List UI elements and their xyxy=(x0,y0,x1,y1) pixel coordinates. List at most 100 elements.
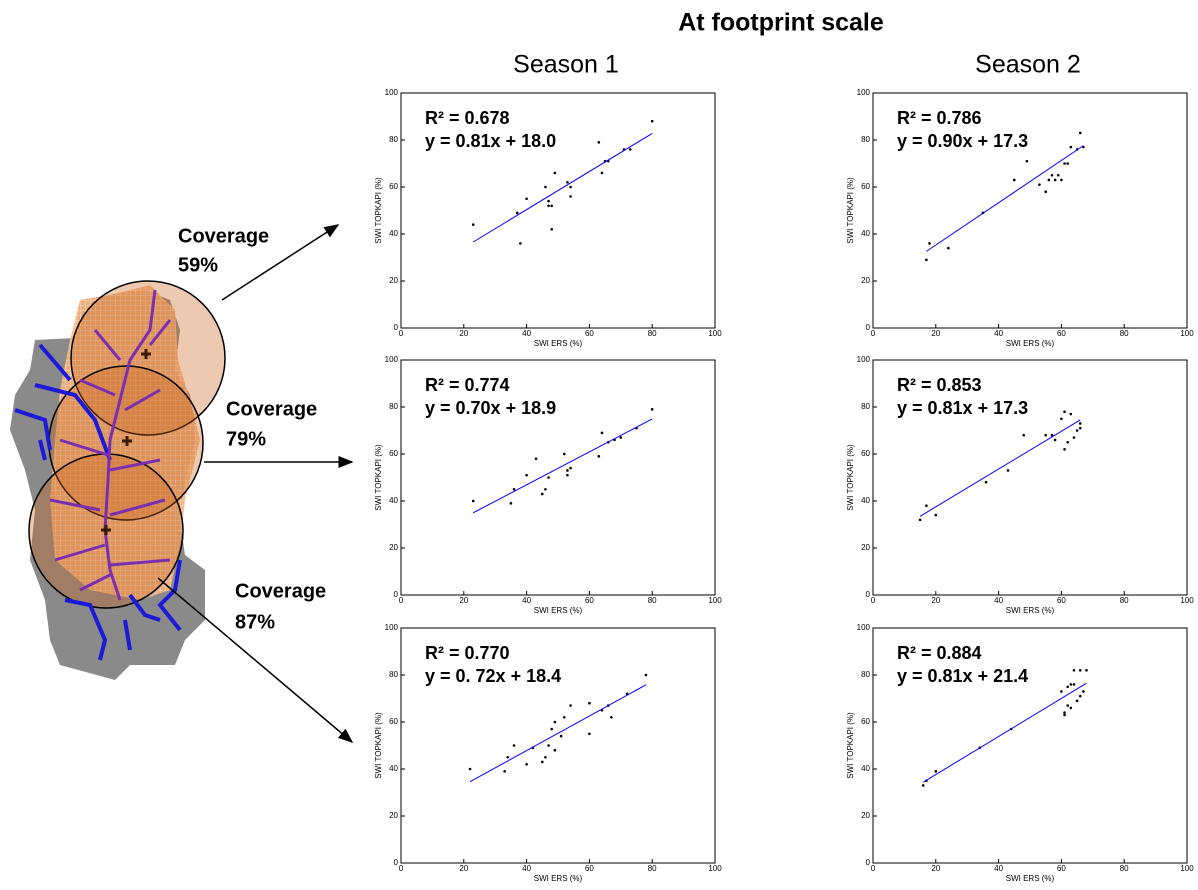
point xyxy=(947,246,950,250)
point xyxy=(1085,669,1088,672)
point xyxy=(506,755,510,759)
point xyxy=(1069,706,1073,710)
x-tick-label: 60 xyxy=(585,329,594,338)
point xyxy=(1072,669,1076,672)
x-tick-label: 60 xyxy=(1057,864,1066,873)
point xyxy=(566,473,569,477)
x-tick-label: 0 xyxy=(871,864,876,873)
y-tick-label: 60 xyxy=(861,449,870,458)
point xyxy=(1053,438,1057,442)
point xyxy=(503,770,506,773)
scatter-chart: 0 20 40 60 80 100 0 20 40 60 80 100 SWI ERS (%) SWI T… xyxy=(374,88,722,348)
y-axis-label: SWI TOPKAPI (%) xyxy=(374,444,383,511)
x-tick-label: 80 xyxy=(648,596,657,605)
point xyxy=(1063,713,1066,717)
fit-line xyxy=(926,145,1084,252)
point xyxy=(1063,448,1066,451)
point xyxy=(1082,690,1085,693)
point xyxy=(1013,178,1016,182)
plot-frame xyxy=(872,359,1188,596)
point xyxy=(1063,711,1066,714)
coverage-value: 79% xyxy=(226,428,266,450)
point xyxy=(544,755,547,759)
annotation: R² = 0.786 xyxy=(897,108,982,128)
plot-frame xyxy=(400,359,716,596)
scatter-chart: 0 20 40 60 80 100 0 20 40 60 80 100 SWI ERS (%) SWI T… xyxy=(846,623,1194,883)
y-axis-label: SWI TOPKAPI (%) xyxy=(846,177,855,244)
point xyxy=(519,242,522,245)
y-tick-label: 0 xyxy=(866,323,871,332)
point xyxy=(1060,417,1063,421)
y-tick-label: 40 xyxy=(861,496,870,505)
point xyxy=(1060,690,1063,693)
annotation: y = 0.81x + 21.4 xyxy=(897,666,1028,686)
point xyxy=(1066,704,1069,707)
annotation: y = 0.70x + 18.9 xyxy=(425,398,556,418)
coverage-value: 87% xyxy=(235,611,275,633)
y-tick-label: 20 xyxy=(861,811,870,820)
point xyxy=(1050,433,1054,437)
point xyxy=(468,767,472,771)
point xyxy=(588,701,591,705)
x-tick-label: 0 xyxy=(871,329,876,338)
x-axis-label: SWI ERS (%) xyxy=(534,874,583,883)
point xyxy=(1078,422,1082,425)
point xyxy=(553,171,557,175)
plot-frame xyxy=(400,92,716,329)
point xyxy=(600,171,604,175)
y-tick-label: 100 xyxy=(385,88,399,97)
point xyxy=(925,258,928,262)
point xyxy=(921,784,925,787)
point xyxy=(1066,162,1069,165)
point xyxy=(525,473,528,477)
point xyxy=(550,204,554,208)
point xyxy=(934,770,938,773)
point xyxy=(1038,183,1041,186)
x-tick-label: 100 xyxy=(1180,864,1194,873)
fit-line xyxy=(472,418,653,514)
scatter-chart: 0 20 40 60 80 100 0 20 40 60 80 100 SWI ERS (%) SWI T… xyxy=(374,623,722,883)
x-tick-label: 80 xyxy=(1120,329,1129,338)
annotation: R² = 0.853 xyxy=(897,375,982,395)
point xyxy=(1060,178,1063,182)
x-tick-label: 20 xyxy=(459,864,468,873)
x-tick-label: 40 xyxy=(994,329,1003,338)
point xyxy=(1078,131,1082,135)
coverage-label: Coverage xyxy=(235,580,326,602)
x-tick-label: 100 xyxy=(1180,329,1194,338)
x-axis-label: SWI ERS (%) xyxy=(534,606,583,615)
y-tick-label: 80 xyxy=(861,670,870,679)
point xyxy=(547,744,550,747)
arrow xyxy=(221,224,340,301)
x-tick-label: 20 xyxy=(459,596,468,605)
point xyxy=(550,228,554,231)
point xyxy=(547,476,550,479)
y-tick-label: 0 xyxy=(866,590,871,599)
point xyxy=(934,513,938,517)
y-tick-label: 20 xyxy=(861,276,870,285)
x-tick-label: 100 xyxy=(708,596,722,605)
x-tick-label: 60 xyxy=(1057,596,1066,605)
fit-line xyxy=(922,682,1087,783)
column-title: Season 2 xyxy=(975,51,1081,79)
point xyxy=(569,195,572,198)
point xyxy=(628,148,632,151)
point xyxy=(471,223,475,226)
x-tick-label: 100 xyxy=(1180,596,1194,605)
y-tick-label: 0 xyxy=(394,323,399,332)
y-tick-label: 20 xyxy=(389,276,398,285)
annotation: y = 0.81x + 18.0 xyxy=(425,131,556,151)
point xyxy=(644,673,648,677)
y-tick-label: 60 xyxy=(389,449,398,458)
coverage-value: 59% xyxy=(178,254,218,276)
coverage-label: Coverage xyxy=(178,225,269,247)
y-tick-label: 60 xyxy=(389,717,398,726)
y-tick-label: 40 xyxy=(389,496,398,505)
y-axis-label: SWI TOPKAPI (%) xyxy=(374,712,383,779)
point xyxy=(984,480,988,484)
point xyxy=(1025,159,1029,163)
point xyxy=(600,431,604,435)
scatter-chart: 0 20 40 60 80 100 0 20 40 60 80 100 SWI ERS (%) SWI T… xyxy=(846,355,1194,615)
y-tick-label: 80 xyxy=(861,402,870,411)
